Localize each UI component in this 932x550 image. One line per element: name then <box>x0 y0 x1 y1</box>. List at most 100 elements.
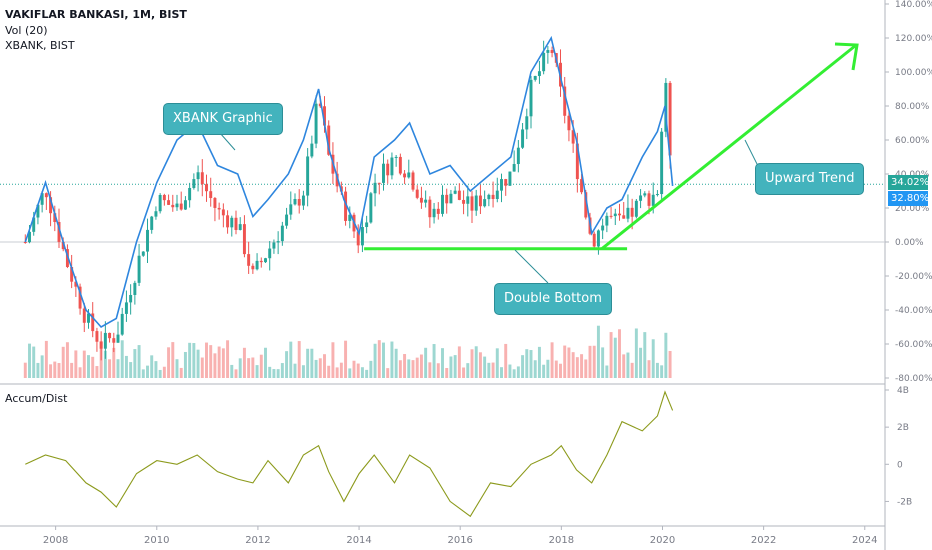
candle-body <box>377 182 381 184</box>
candle-body <box>293 198 297 205</box>
candle-body <box>141 251 145 256</box>
candle-body <box>491 194 495 199</box>
ytick-label: 140.00% <box>895 0 932 10</box>
candle-body <box>251 265 255 270</box>
candle-body <box>314 103 318 144</box>
candle-body <box>651 194 655 206</box>
candle-body <box>424 199 428 203</box>
candle-body <box>310 143 314 157</box>
volume-bar <box>255 365 259 378</box>
candle-body <box>647 193 651 206</box>
candle-body <box>179 203 183 210</box>
volume-bar <box>630 362 634 378</box>
xtick-label: 2014 <box>346 535 371 546</box>
candle-body <box>82 308 86 323</box>
volume-bar <box>419 354 423 378</box>
candle-body <box>280 225 284 242</box>
candle-body <box>116 334 120 343</box>
ytick-label: 80.00% <box>895 102 930 112</box>
volume-bar <box>36 362 40 378</box>
candle-body <box>394 156 398 158</box>
volume-bar <box>609 332 613 378</box>
volume-bar <box>415 357 419 378</box>
candle-body <box>259 260 263 263</box>
candle-body <box>487 194 491 200</box>
volume-bar <box>428 362 432 378</box>
volume-bar <box>407 359 411 378</box>
ad-ytick-label: 2B <box>897 423 909 433</box>
volume-bar <box>327 365 331 378</box>
volume-bar <box>495 348 499 378</box>
volume-bar <box>314 359 318 378</box>
candle-body <box>449 193 453 204</box>
callout-upward-trend[interactable]: Upward Trend <box>755 163 865 195</box>
xtick-label: 2008 <box>43 535 68 546</box>
volume-bar <box>226 340 230 378</box>
callout-double-bottom[interactable]: Double Bottom <box>494 283 612 315</box>
volume-bar <box>205 342 208 378</box>
candle-body <box>53 213 57 222</box>
volume-bar <box>162 366 166 378</box>
volume-bar <box>124 355 128 378</box>
candle-body <box>188 187 192 201</box>
candle-body <box>344 191 348 221</box>
volume-bar <box>601 347 605 378</box>
volume-bar <box>529 350 533 378</box>
ytick-label: 0.00% <box>895 238 924 248</box>
candle-body <box>264 258 267 263</box>
xtick-label: 2016 <box>447 535 472 546</box>
candle-body <box>655 194 659 196</box>
volume-bar <box>53 361 57 378</box>
candle-body <box>618 213 621 216</box>
candle-body <box>247 254 251 266</box>
volume-bar <box>120 340 124 378</box>
candle-body <box>601 225 605 231</box>
ad-ytick-label: -2B <box>897 497 912 507</box>
volume-bar <box>217 346 221 378</box>
volume-bar <box>647 360 651 378</box>
volume-bar <box>356 363 360 378</box>
volume-bar <box>664 332 668 378</box>
volume-bar <box>365 369 369 378</box>
trend-lines <box>219 42 859 284</box>
candle-body <box>23 242 27 243</box>
volume-bar <box>521 355 525 378</box>
candle-body <box>373 182 377 194</box>
candle-body <box>297 198 301 206</box>
candle-body <box>360 227 364 246</box>
callout-xbank-graphic[interactable]: XBANK Graphic <box>163 103 283 135</box>
volume-bar <box>542 364 546 378</box>
candle-body <box>158 194 162 212</box>
volume-bar <box>571 352 575 378</box>
candle-body <box>57 221 61 242</box>
candle-body <box>419 197 423 203</box>
candle-body <box>390 157 394 176</box>
candle-body <box>398 156 402 174</box>
candle-body <box>609 215 613 217</box>
volume-bar <box>411 360 415 378</box>
volume-bar <box>213 353 217 378</box>
xtick-label: 2022 <box>751 535 776 546</box>
volume-bar <box>141 369 145 378</box>
xtick-label: 2020 <box>650 535 675 546</box>
volume-bar <box>285 351 289 378</box>
volume-bar <box>618 329 621 378</box>
volume-bar <box>293 363 297 378</box>
candle-body <box>124 302 128 314</box>
gridlines <box>0 0 886 550</box>
candle-body <box>580 179 584 193</box>
candle-body <box>441 194 444 214</box>
xbank-line <box>24 35 674 329</box>
volume-bar <box>335 367 339 378</box>
volume-bar <box>441 348 444 378</box>
candle-body <box>217 207 221 210</box>
volume-bar <box>626 352 630 378</box>
candle-body <box>99 341 103 349</box>
volume-bar <box>512 369 516 378</box>
candle-body <box>65 249 69 267</box>
volume-bar <box>108 359 112 378</box>
volume-bar <box>533 360 537 378</box>
volume-bar <box>584 359 588 378</box>
candle-body <box>272 242 276 249</box>
